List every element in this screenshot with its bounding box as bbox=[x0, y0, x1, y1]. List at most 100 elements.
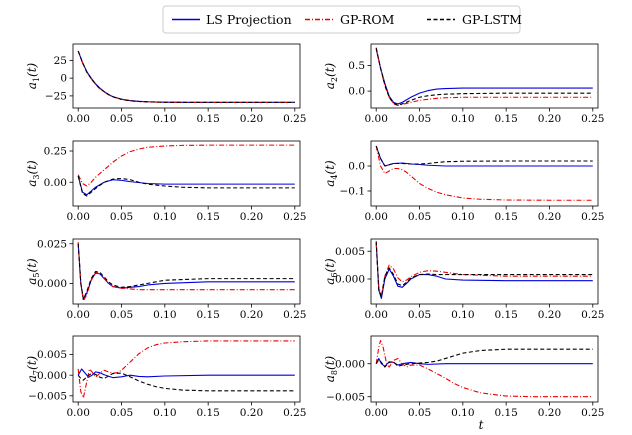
y-tick-label: 25 bbox=[54, 55, 67, 67]
x-axis-label: t bbox=[479, 418, 484, 432]
x-tick-label: 0.05 bbox=[110, 211, 133, 223]
x-tick-label: 0.10 bbox=[451, 309, 474, 321]
x-tick-label: 0.20 bbox=[240, 309, 263, 321]
y-axis-label-symbol: a bbox=[323, 82, 337, 89]
y-axis-label-symbol: a bbox=[25, 375, 39, 382]
y-tick-label: 0.000 bbox=[37, 370, 67, 382]
x-tick-label: 0.00 bbox=[67, 211, 90, 223]
y-axis-label: a2(t) bbox=[323, 62, 339, 89]
series-line-ls-projection bbox=[375, 145, 593, 167]
y-axis-label: a7(t) bbox=[25, 355, 41, 382]
y-axis-label-argument: (t) bbox=[25, 160, 39, 175]
subplot-2: 0.00 0.05 0.10 0.15 0.20 0.25 0.5 0.0 a2(t) bbox=[323, 43, 604, 125]
axes-frame bbox=[72, 140, 301, 207]
x-tick-label: 0.15 bbox=[494, 113, 517, 125]
x-tick-label: 0.25 bbox=[283, 407, 306, 419]
y-tick-label: −25 bbox=[45, 91, 67, 103]
y-tick-label: −0.005 bbox=[326, 391, 365, 403]
legend-label-gp-lstm: GP-LSTM bbox=[462, 12, 522, 27]
x-tick-label: 0.05 bbox=[408, 211, 431, 223]
x-tick-label: 0.05 bbox=[110, 113, 133, 125]
x-tick-label: 0.05 bbox=[408, 113, 431, 125]
series-line-gp-lstm bbox=[77, 243, 295, 300]
y-tick-label: 0.0 bbox=[348, 86, 365, 98]
x-tick-label: 0.20 bbox=[538, 407, 561, 419]
x-tick-label: 0.05 bbox=[110, 309, 133, 321]
y-axis-label-argument: (t) bbox=[323, 62, 337, 77]
y-axis-label-subscript: 4 bbox=[330, 174, 339, 179]
x-tick-label: 0.25 bbox=[581, 407, 604, 419]
y-tick-label: 0.025 bbox=[37, 238, 67, 250]
y-tick-label: 0.005 bbox=[335, 246, 365, 258]
series-line-ls-projection bbox=[375, 357, 593, 367]
y-axis-label: a6(t) bbox=[323, 258, 339, 285]
y-tick-label: 0.5 bbox=[348, 60, 365, 72]
x-tick-label: 0.00 bbox=[67, 407, 90, 419]
x-tick-label: 0.25 bbox=[581, 211, 604, 223]
axes-frame bbox=[370, 43, 599, 109]
y-axis-label-symbol: a bbox=[323, 278, 337, 285]
y-axis-label: a8(t) bbox=[323, 355, 339, 382]
axes-frame bbox=[370, 238, 599, 305]
y-tick-label: 0.000 bbox=[335, 274, 365, 286]
axes-frame bbox=[370, 335, 599, 403]
series-line-gp-lstm bbox=[77, 50, 295, 103]
subplot-8: 0.00 0.05 0.10 0.15 0.20 0.25 0.000 −0.005 a8(t) bbox=[323, 335, 604, 419]
y-tick-label: 0.25 bbox=[44, 146, 67, 158]
series-group bbox=[77, 340, 295, 399]
x-tick-label: 0.00 bbox=[67, 309, 90, 321]
series-line-gp-lstm bbox=[375, 145, 593, 167]
x-tick-label: 0.05 bbox=[408, 407, 431, 419]
series-line-gp-lstm bbox=[375, 241, 593, 298]
x-tick-label: 0.10 bbox=[153, 309, 176, 321]
series-line-ls-projection bbox=[375, 48, 593, 105]
series-line-gp-rom bbox=[375, 47, 593, 106]
x-tick-label: 0.00 bbox=[365, 211, 388, 223]
legend: LS Projection GP-ROM GP-LSTM bbox=[162, 5, 522, 34]
x-tick-label: 0.05 bbox=[110, 407, 133, 419]
series-line-ls-projection bbox=[77, 368, 295, 379]
y-axis-label-argument: (t) bbox=[25, 62, 39, 77]
y-axis-label: a1(t) bbox=[25, 62, 41, 89]
axes-frame bbox=[72, 238, 301, 305]
subplot-7: 0.00 0.05 0.10 0.15 0.20 0.25 0.005 0.000 −0.005… bbox=[25, 335, 306, 419]
axes-frame bbox=[72, 335, 301, 403]
y-axis-label-subscript: 7 bbox=[32, 370, 41, 375]
x-tick-label: 0.00 bbox=[365, 113, 388, 125]
x-tick-label: 0.15 bbox=[196, 211, 219, 223]
x-tick-label: 0.25 bbox=[283, 211, 306, 223]
y-axis-label-argument: (t) bbox=[25, 258, 39, 273]
series-line-gp-lstm bbox=[375, 348, 593, 368]
legend-label-ls-projection: LS Projection bbox=[206, 12, 292, 27]
x-tick-label: 0.15 bbox=[494, 211, 517, 223]
y-axis-label: a4(t) bbox=[323, 160, 339, 187]
series-group bbox=[375, 340, 593, 398]
y-axis-label-argument: (t) bbox=[323, 160, 337, 175]
x-tick-label: 0.10 bbox=[451, 113, 474, 125]
x-tick-label: 0.10 bbox=[153, 407, 176, 419]
y-axis-label-symbol: a bbox=[25, 278, 39, 285]
series-line-gp-rom bbox=[77, 50, 295, 103]
y-axis-label-argument: (t) bbox=[323, 355, 337, 370]
x-tick-label: 0.10 bbox=[153, 113, 176, 125]
series-line-ls-projection bbox=[77, 175, 295, 196]
y-tick-label: 0.00 bbox=[44, 177, 67, 189]
legend-label-gp-rom: GP-ROM bbox=[340, 12, 395, 27]
y-tick-label: −0.005 bbox=[28, 390, 67, 402]
x-tick-label: 0.00 bbox=[67, 113, 90, 125]
subplot-4: 0.00 0.05 0.10 0.15 0.20 0.25 0.0 −0.1a4(t) bbox=[323, 140, 604, 223]
y-axis-label-argument: (t) bbox=[323, 258, 337, 273]
x-tick-label: 0.15 bbox=[196, 113, 219, 125]
x-tick-label: 0.15 bbox=[196, 309, 219, 321]
y-tick-label: −0.1 bbox=[340, 186, 366, 198]
series-line-gp-rom bbox=[77, 340, 295, 399]
axes-frame bbox=[72, 43, 301, 109]
x-tick-label: 0.10 bbox=[451, 407, 474, 419]
y-axis-label-symbol: a bbox=[323, 375, 337, 382]
x-tick-label: 0.10 bbox=[451, 211, 474, 223]
